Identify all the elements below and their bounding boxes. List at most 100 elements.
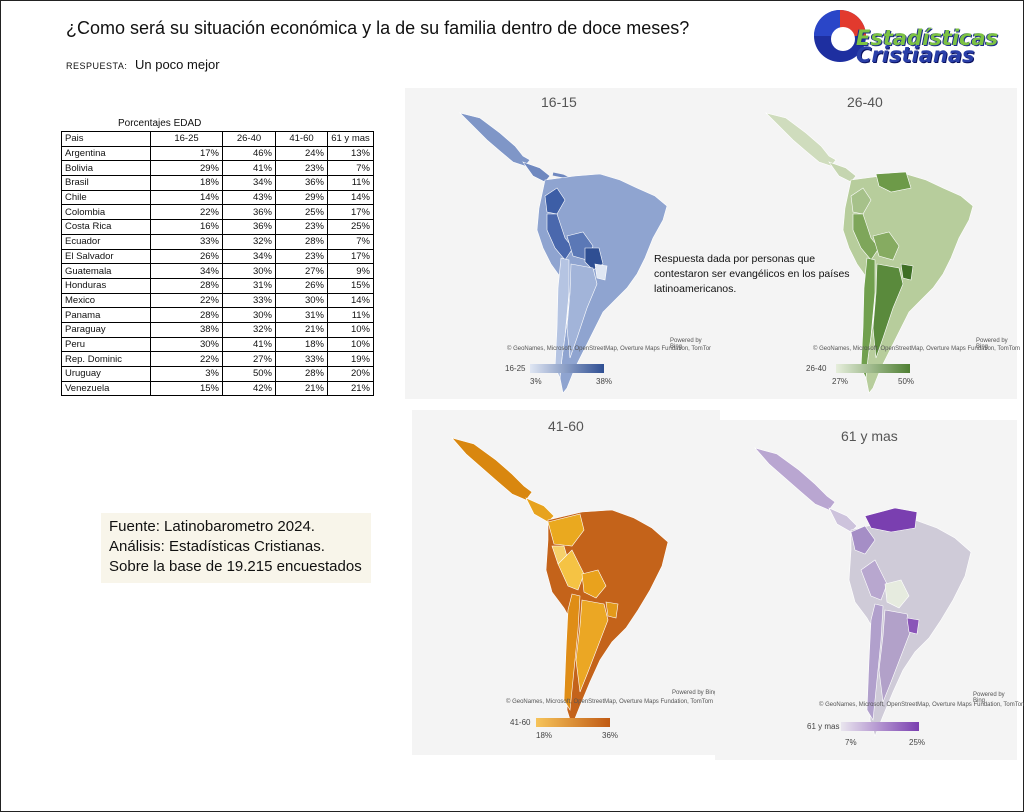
legend-label: 16-25 [505, 364, 526, 373]
percent-cell: 21% [327, 380, 374, 397]
table-body: Argentina 17% 46% 24% 13% Bolivia 29% 41% 23% 7% B… [61, 145, 374, 397]
country-cell: Guatemala [61, 263, 151, 279]
table-row: Chile 14% 43% 29% 14% [61, 189, 374, 206]
percent-cell: 28% [275, 233, 328, 250]
map-latin-america-41-60 [451, 437, 669, 727]
percent-cell: 16% [150, 219, 223, 235]
percent-cell: 14% [150, 189, 223, 206]
percent-cell: 28% [275, 366, 328, 382]
table-row: Panama 28% 30% 31% 11% [61, 307, 374, 323]
percent-cell: 32% [222, 321, 276, 338]
note-text: Respuesta dada por personas que contesta… [654, 253, 850, 295]
legend-gradient [836, 364, 910, 373]
country-cell: Colombia [61, 204, 151, 221]
percent-cell: 42% [222, 380, 276, 397]
source-box: Fuente: Latinobarometro 2024. Análisis: … [101, 513, 371, 583]
country-cell: Venezuela [61, 380, 151, 397]
page-title: ¿Como será su situación económica y la d… [66, 18, 690, 38]
table-row: Rep. Dominic 22% 27% 33% 19% [61, 351, 374, 367]
map-latin-america-26-40 [765, 112, 974, 394]
table-row: Colombia 22% 36% 25% 17% [61, 204, 374, 221]
response-value: Un poco mejor [134, 57, 220, 72]
percent-cell: 34% [222, 248, 276, 265]
percent-cell: 28% [150, 277, 223, 294]
legend-gradient [841, 722, 919, 731]
country-cell: Argentina [61, 145, 151, 162]
table-row: Guatemala 34% 30% 27% 9% [61, 263, 374, 279]
map-title: 26-40 [847, 94, 883, 110]
map-attribution: © GeoNames, Microsoft, OpenStreetMap, Ov… [507, 346, 715, 352]
percent-cell: 17% [150, 145, 223, 162]
percent-cell: 30% [275, 292, 328, 309]
percent-cell: 15% [327, 277, 374, 294]
table-row: Costa Rica 16% 36% 23% 25% [61, 219, 374, 235]
percent-cell: 21% [275, 380, 328, 397]
country-cell: Uruguay [61, 366, 151, 382]
legend-max: 36% [602, 731, 619, 740]
map-panel-26-40: 26-40 Powered by Bing © GeoNames, Micros… [711, 88, 1021, 399]
percent-cell: 3% [150, 366, 223, 382]
percent-cell: 50% [222, 366, 276, 382]
percent-cell: 34% [222, 175, 276, 191]
legend-max: 38% [596, 377, 613, 386]
logo-line-1: Estadísticas [856, 26, 999, 50]
percent-cell: 30% [150, 336, 223, 353]
table-header: 26-40 [222, 131, 276, 147]
powered-by: Powered by Bing [670, 338, 702, 350]
legend-label: 61 y mas [807, 722, 840, 731]
country-cell: Rep. Dominic [61, 351, 151, 367]
country-cell: Ecuador [61, 233, 151, 250]
percent-cell: 17% [327, 204, 374, 221]
country-cell: Chile [61, 189, 151, 206]
table-row: Peru 30% 41% 18% 10% [61, 336, 374, 353]
percent-cell: 41% [222, 160, 276, 177]
table-row: El Salvador 26% 34% 23% 17% [61, 248, 374, 265]
percent-cell: 22% [150, 351, 223, 367]
map-title: 16-15 [541, 94, 577, 110]
percent-cell: 27% [275, 263, 328, 279]
map-panel-41-60: 41-60 Powered by Bing © GeoNames, Micros… [412, 410, 720, 755]
percent-cell: 10% [327, 321, 374, 338]
table-caption: Porcentajes EDAD [118, 118, 202, 129]
percent-cell: 33% [275, 351, 328, 367]
country-cell: Brasil [61, 175, 151, 191]
percent-cell: 34% [150, 263, 223, 279]
legend-min: 18% [536, 731, 553, 740]
country-cell: Costa Rica [61, 219, 151, 235]
powered-by: Powered by Bing [976, 338, 1008, 350]
percent-cell: 10% [327, 336, 374, 353]
table-header: 61 y mas [327, 131, 374, 147]
legend-gradient [530, 364, 604, 373]
map-panel-16-25: 16-15 Powered by Bing © GeoNames, Micros… [405, 88, 715, 399]
legend-min: 27% [832, 377, 849, 386]
percent-cell: 27% [222, 351, 276, 367]
percent-cell: 33% [150, 233, 223, 250]
legend-max: 25% [909, 738, 926, 747]
map-attribution: © GeoNames, Microsoft, OpenStreetMap, Ov… [813, 346, 1021, 352]
table-header-row: Pais 16-25 26-40 41-60 61 y mas [61, 131, 374, 147]
percent-cell: 32% [222, 233, 276, 250]
logo-line-2: Cristianas [856, 43, 975, 67]
country-cell: Bolivia [61, 160, 151, 177]
source-line: Fuente: Latinobarometro 2024. [109, 518, 315, 535]
percent-cell: 22% [150, 292, 223, 309]
table-row: Ecuador 33% 32% 28% 7% [61, 233, 374, 250]
response-line: RESPUESTA: Un poco mejor [66, 57, 220, 72]
percent-cell: 23% [275, 160, 328, 177]
table-row: Argentina 17% 46% 24% 13% [61, 145, 374, 162]
percent-cell: 41% [222, 336, 276, 353]
percent-cell: 14% [327, 292, 374, 309]
country-cell: Peru [61, 336, 151, 353]
percent-cell: 7% [327, 233, 374, 250]
response-label: RESPUESTA: [66, 61, 128, 71]
table-row: Uruguay 3% 50% 28% 20% [61, 366, 374, 382]
map-latin-america-16-25 [459, 112, 668, 394]
map-title: 41-60 [548, 418, 584, 434]
logo-wordmark: Estadísticas Cristianas [856, 26, 999, 67]
percent-cell: 31% [222, 277, 276, 294]
percent-cell: 26% [275, 277, 328, 294]
percent-cell: 14% [327, 189, 374, 206]
logo-emblem-icon [814, 10, 866, 62]
percent-cell: 19% [327, 351, 374, 367]
map-panel-61-y-mas: 61 y mas Powered by Bing © GeoNames, Mic… [715, 420, 1024, 760]
